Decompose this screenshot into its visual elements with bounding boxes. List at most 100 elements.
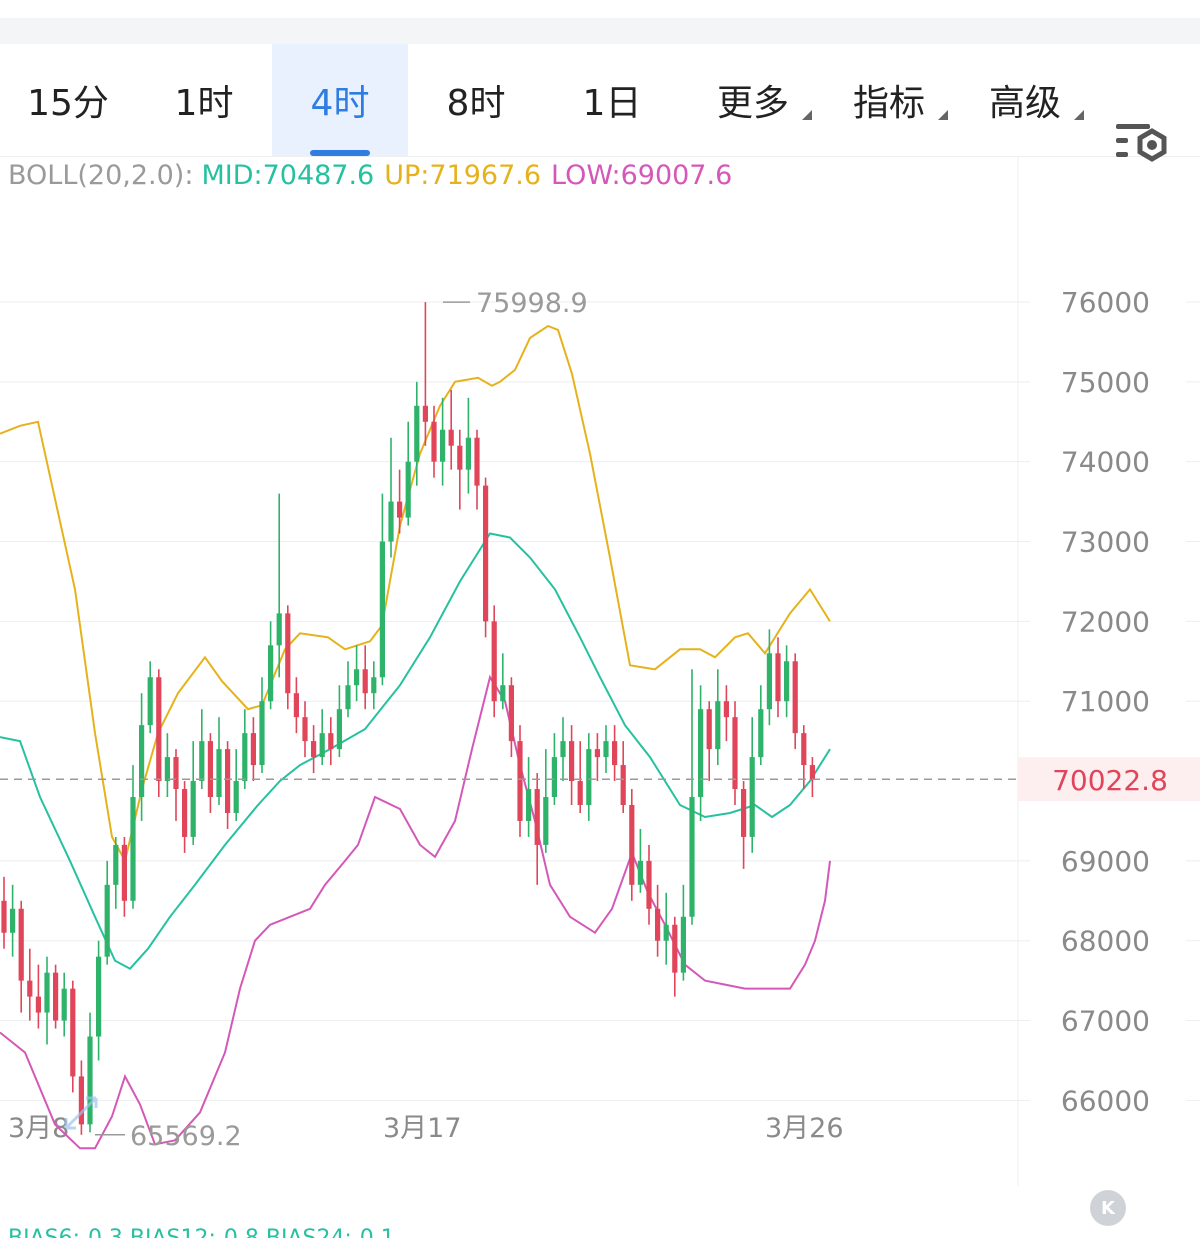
tab-label: 1日	[582, 83, 642, 124]
candle-body	[457, 445, 463, 470]
candle-body	[474, 437, 480, 486]
candle-body	[801, 733, 807, 766]
boll-indicator-line: BOLL(20,2.0): MID:70487.6 UP:71967.6 LOW:69…	[8, 160, 732, 191]
k-toggle-button[interactable]: K	[1090, 1190, 1126, 1226]
candle-body	[190, 781, 196, 837]
bias-indicator-line: BIAS6:-0.3 BIAS12:-0.8 BIAS24:-0.1	[8, 1226, 395, 1238]
boll-up-value: UP:71967.6	[384, 160, 542, 191]
expand-icon	[64, 1096, 98, 1130]
candle-body	[594, 749, 600, 758]
candle-body	[534, 789, 540, 845]
tab-label: 1时	[174, 83, 234, 124]
tab-label: 8时	[446, 83, 506, 124]
candle-body	[182, 789, 188, 837]
candle-body	[250, 733, 256, 766]
candle-body	[431, 421, 437, 462]
candle-body	[465, 437, 471, 470]
candle-body	[422, 405, 428, 422]
candle-body	[147, 677, 153, 726]
active-tab-indicator	[310, 150, 370, 156]
candle-body	[61, 988, 67, 1021]
boll-lower-line	[0, 674, 831, 1150]
candle-body	[388, 501, 394, 542]
candle-body	[53, 972, 59, 1021]
candle-body	[336, 709, 342, 750]
chart-settings-icon[interactable]	[1112, 118, 1172, 170]
candle-body	[629, 804, 635, 885]
tab-indicators[interactable]: 指标	[826, 44, 952, 156]
candle-body	[371, 677, 377, 694]
y-tick-label: 73000	[1061, 526, 1150, 559]
y-tick-label: 67000	[1061, 1005, 1150, 1038]
candle-body	[362, 669, 368, 694]
candle-body	[543, 797, 549, 845]
candle-body	[809, 765, 815, 780]
candle-body	[242, 733, 248, 782]
candle-body	[233, 781, 239, 813]
tab-label: 高级	[988, 83, 1061, 124]
tab-more[interactable]: 更多	[690, 44, 816, 156]
candle-body	[689, 797, 695, 917]
candle-body	[35, 996, 41, 1013]
dropdown-caret-icon	[1074, 110, 1084, 120]
y-tick-label: 68000	[1061, 925, 1150, 958]
y-tick-label: 69000	[1061, 845, 1150, 878]
candle-body	[612, 741, 618, 766]
candle-body	[104, 884, 110, 957]
candle-body	[130, 797, 136, 901]
tab-1d[interactable]: 1日	[544, 44, 680, 156]
candle-body	[319, 733, 325, 758]
candle-body	[715, 701, 721, 750]
candle-body	[216, 749, 222, 798]
candle-body	[500, 685, 506, 702]
candle-body	[345, 685, 351, 710]
candle-body	[225, 749, 231, 813]
candle-body	[70, 988, 76, 1077]
candle-body	[276, 613, 282, 646]
candle-body	[113, 844, 119, 885]
candle-body	[405, 461, 411, 518]
status-bar	[0, 0, 1200, 18]
tab-label: 4时	[310, 83, 370, 124]
dropdown-caret-icon	[938, 110, 948, 120]
candle-body	[603, 741, 609, 758]
candle-body	[526, 789, 532, 821]
candle-body	[397, 501, 403, 518]
candle-body	[311, 741, 317, 758]
tab-8h[interactable]: 8时	[408, 44, 544, 156]
candle-body	[560, 741, 566, 758]
candle-body	[620, 765, 626, 805]
candle-body	[10, 908, 16, 933]
candle-body	[577, 781, 583, 805]
candle-body	[483, 485, 489, 622]
candle-body	[517, 741, 523, 821]
candle-body	[491, 621, 497, 702]
candle-body	[732, 717, 738, 790]
candlestick-chart[interactable]: 76000 75000 74000 73000 72000 71000 69000 68000…	[0, 156, 1200, 1226]
tab-15min[interactable]: 15分	[0, 44, 136, 156]
candle-body	[637, 860, 643, 885]
y-tick-label: 76000	[1061, 286, 1150, 319]
candle-body	[139, 725, 145, 798]
candle-body	[775, 653, 781, 702]
candle-body	[259, 701, 265, 766]
boll-middle-line	[0, 532, 831, 970]
candle-body	[1, 900, 7, 933]
y-tick-label: 75000	[1061, 366, 1150, 399]
candle-body	[749, 757, 755, 837]
boll-upper-line	[0, 324, 831, 864]
candle-body	[379, 541, 385, 678]
candle-body	[723, 701, 729, 718]
candle-body	[672, 924, 678, 973]
candle-body	[792, 661, 798, 734]
candle-body	[569, 741, 575, 782]
candle-body	[663, 924, 669, 941]
candle-body	[741, 789, 747, 837]
tab-4h[interactable]: 4时	[272, 44, 408, 156]
candle-body	[268, 645, 274, 702]
tab-advanced[interactable]: 高级	[962, 44, 1088, 156]
tab-1h[interactable]: 1时	[136, 44, 272, 156]
candle-body	[121, 844, 127, 901]
tab-label: 更多	[716, 83, 789, 124]
candle-body	[706, 709, 712, 750]
